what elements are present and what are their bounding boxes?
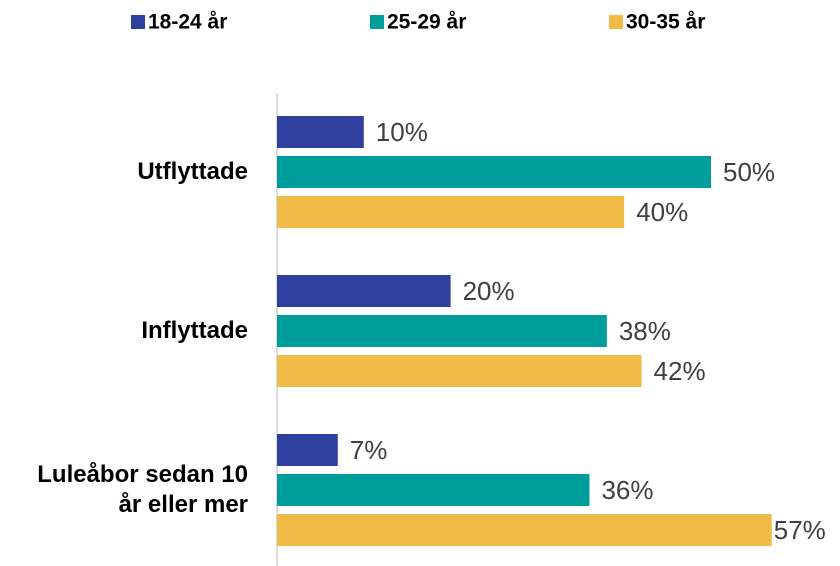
bar [277,275,451,307]
value-label: 57% [774,515,826,545]
bar [277,474,590,506]
bar [277,355,642,387]
category-label: Utflyttade [137,158,248,185]
legend-label: 30-35 år [626,11,705,34]
legend-swatch [131,15,145,29]
bar [277,514,772,546]
bar [277,434,338,466]
legend-label: 18-24 år [148,11,227,34]
value-label: 20% [463,276,515,306]
bar [277,116,364,148]
value-label: 50% [723,157,775,187]
legend-swatch [609,15,623,29]
bar [277,156,711,188]
value-label: 40% [636,197,688,227]
bar [277,196,625,228]
legend-label: 25-29 år [387,11,466,34]
value-label: 10% [376,117,428,147]
value-label: 36% [601,475,653,505]
legend-swatch [370,15,384,29]
value-label: 38% [619,316,671,346]
bar [277,315,607,347]
category-label: Luleåbor sedan 10 år eller mer [37,461,248,518]
value-label: 42% [654,356,706,386]
value-label: 7% [350,435,388,465]
category-label: Inflyttade [141,317,248,344]
